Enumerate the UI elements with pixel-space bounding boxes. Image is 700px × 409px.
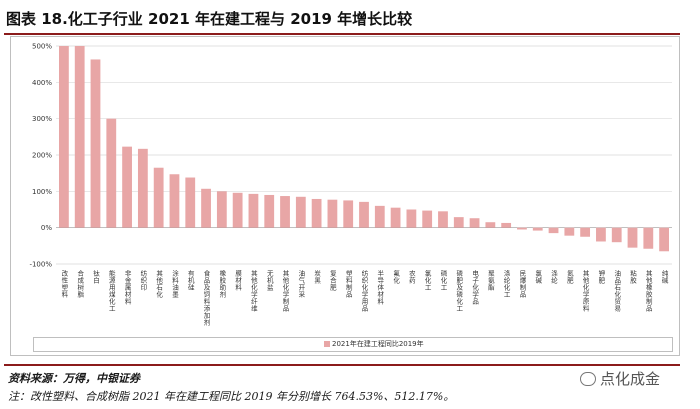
bar [280,196,290,228]
x-tick-label: 其他橡胶制品 [644,270,652,313]
x-tick-label: 食品及饲料添加剂 [202,269,210,327]
wechat-icon [580,372,596,386]
y-tick-label: 500% [32,43,52,51]
bar [390,207,401,228]
bottom-rule [4,364,680,366]
bar [232,192,243,228]
bar [564,227,575,236]
x-tick-label: 膜材料 [234,269,242,292]
x-tick-label: 纺织化学用品 [360,269,368,313]
legend: 2021年在建工程同比2019年 [33,337,673,352]
bar [422,210,433,228]
x-tick-label: 磷化工 [439,269,447,291]
bar [643,227,654,249]
bar [248,193,259,228]
x-tick-label: 复合肥 [328,269,336,292]
chart-frame [10,36,680,356]
bar [153,167,164,228]
bar [517,227,527,230]
top-rule [4,33,680,35]
bar [264,194,275,228]
x-tick-label: 改性塑料 [60,269,68,299]
x-tick-label: 橡胶助剂 [218,269,226,299]
x-tick-label: 氯碱 [534,269,542,285]
x-tick-label: 炭黑 [313,270,321,285]
x-tick-label: 电子化学品 [471,269,479,306]
y-tick-label: 0% [41,224,52,232]
x-tick-label: 钾肥 [597,269,605,285]
x-tick-label: 油气开采 [297,269,305,299]
x-tick-label: 粘胶 [629,269,637,285]
x-tick-label: 民爆制品 [518,270,526,299]
bar [453,217,464,228]
bar [406,209,417,228]
source-note: 资料来源：万得，中银证券 [8,372,140,385]
bar [106,118,117,228]
x-tick-label: 非金属材料 [123,269,131,306]
bar [90,59,101,228]
bar [137,148,148,228]
bar [580,227,591,237]
watermark-text: 点化成金 [600,370,661,388]
x-tick-label: 涤纶 [550,269,558,284]
bar [501,222,512,228]
x-tick-label: 其他化学纤维 [249,270,257,313]
x-tick-label: 聚氨酯 [486,270,494,292]
watermark: 点化成金 [580,368,660,389]
bar [311,198,322,228]
x-tick-label: 有机硅 [186,269,194,291]
bar [438,211,448,228]
x-tick-label: 无机盐 [265,270,273,291]
y-tick-label: 300% [32,115,52,123]
bar [532,227,543,231]
y-tick-label: 200% [32,152,52,160]
bar [201,188,211,228]
x-tick-label: 半导体材料 [376,269,384,306]
bar [611,227,622,243]
x-tick-label: 能源用煤化工 [107,269,115,312]
bar [122,146,132,228]
x-tick-label: 氯化工 [423,269,431,291]
x-tick-label: 其他化学原料 [581,270,589,313]
bar [343,200,354,228]
x-tick-label: 塑料制品 [344,269,352,299]
bar [659,227,669,252]
x-tick-label: 纺织印 [139,269,147,292]
bar [548,227,559,234]
x-tick-label: 油品石化贸易 [613,269,621,313]
x-tick-label: 涤纶化工 [502,269,510,298]
x-tick-label: 纯碱 [660,269,668,285]
y-tick-label: -100% [29,261,52,269]
bar [185,177,196,228]
x-tick-label: 氟化 [392,269,400,285]
x-tick-label: 磷肥及磷化工 [455,269,463,312]
bar [596,227,606,242]
bar [359,201,369,228]
bar [469,218,480,228]
x-tick-label: 农药 [407,269,415,285]
legend-label: 2021年在建工程同比2019年 [332,340,424,348]
legend-swatch [324,341,330,347]
bar [295,196,306,228]
footnote: 注：改性塑料、合成树脂 2021 年在建工程同比 2019 年分别增长 764.… [8,390,455,403]
x-tick-label: 其他石化 [155,270,163,299]
x-tick-label: 其他化学制品 [281,270,289,313]
bar [485,222,496,228]
x-tick-label: 涂料油墨 [170,269,178,298]
x-tick-label: 合成树脂 [76,269,84,299]
bar [59,46,69,228]
x-tick-label: 钛白 [91,269,99,285]
bar [169,174,180,228]
y-tick-label: 400% [32,79,52,87]
bar [327,199,338,228]
bar [627,227,638,248]
bar [374,205,385,228]
y-tick-label: 100% [32,188,52,196]
bar [216,191,227,228]
bar [74,46,85,228]
chart-title: 图表 18.化工子行业 2021 年在建工程与 2019 年增长比较 [6,10,413,28]
x-tick-label: 氮肥 [565,269,573,285]
